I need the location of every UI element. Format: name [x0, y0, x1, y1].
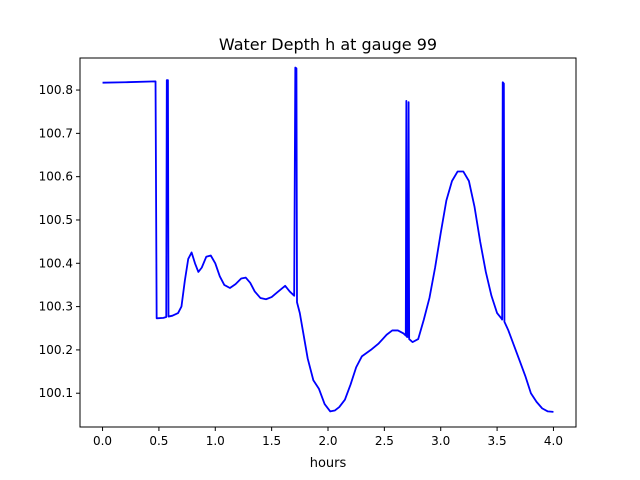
x-tick-label: 2.0	[318, 434, 337, 448]
plot-area: 0.0 0.5 1.0 1.5 2.0 2.5 3.0 3.5 4.0 100.1 100.2 100…	[39, 57, 577, 448]
y-tick-label: 100.1	[39, 386, 73, 400]
x-axis-label: hours	[310, 456, 347, 471]
series-line-0	[102, 66, 554, 413]
x-tick-label: 4.0	[544, 434, 563, 448]
y-tick-label: 100.2	[39, 343, 73, 357]
y-tick-label: 100.6	[39, 170, 73, 184]
y-tick-label: 100.8	[39, 83, 73, 97]
x-tick-label: 0.0	[93, 434, 112, 448]
x-tick-label: 3.0	[431, 434, 450, 448]
x-tick-label: 1.5	[262, 434, 281, 448]
y-tick-label: 100.7	[39, 126, 73, 140]
x-tick-label: 0.5	[149, 434, 168, 448]
chart-title: Water Depth h at gauge 99	[219, 35, 437, 54]
y-tick-label: 100.4	[39, 256, 73, 270]
x-tick-label: 1.0	[206, 434, 225, 448]
y-tick-label: 100.3	[39, 300, 73, 314]
y-tick-label: 100.5	[39, 213, 73, 227]
x-tick-label: 3.5	[488, 434, 507, 448]
x-tick-label: 2.5	[375, 434, 394, 448]
